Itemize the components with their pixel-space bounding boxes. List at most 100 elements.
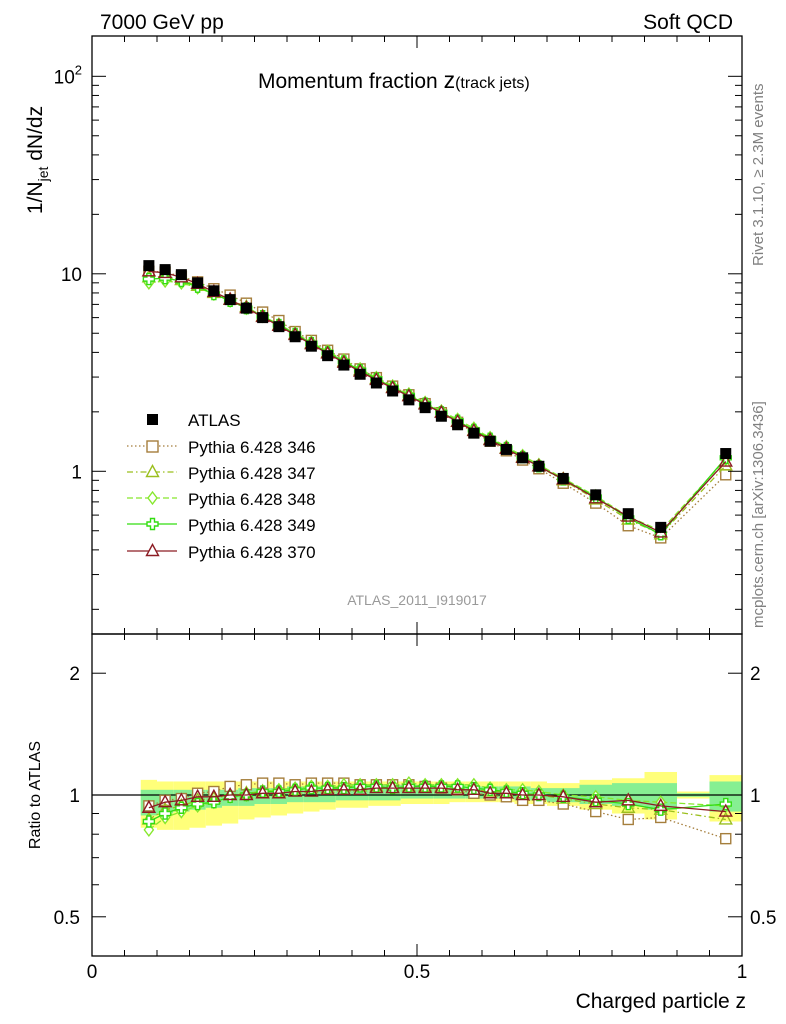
ratio-point-s370 <box>556 788 571 802</box>
ratio-point-s370 <box>255 785 270 799</box>
analysis-label: ATLAS_2011_I919017 <box>347 592 487 608</box>
legend-label-370: Pythia 6.428 370 <box>188 543 316 562</box>
legend-label-atlas: ATLAS <box>188 411 241 430</box>
ratio-point-s349 <box>622 797 635 811</box>
main-point-atlas <box>338 359 350 371</box>
ratio-point-s370 <box>352 781 368 796</box>
ratio-point-s370 <box>515 787 530 801</box>
ratio-point-s370 <box>157 794 173 808</box>
ratio-point-s370 <box>385 780 400 794</box>
ratio-point-s347 <box>718 811 733 825</box>
y-tick-label: 10 <box>61 265 82 286</box>
ratio-y-axis-label: Ratio to ATLAS <box>27 741 44 849</box>
ratio-point-s346 <box>720 832 732 845</box>
main-plot-area <box>141 260 733 544</box>
x-tick-label: 0.5 <box>404 962 430 983</box>
ratio-point-s370 <box>417 780 433 794</box>
legend-entry-370: Pythia 6.428 370 <box>127 543 316 562</box>
legend-marker-348 <box>147 490 158 506</box>
main-panel: 1 10 102 Momentum fraction z(track jets) 1… <box>24 35 743 635</box>
legend-marker-347 <box>145 464 160 478</box>
main-point-s349 <box>142 272 156 286</box>
ratio-point-s370 <box>190 788 205 802</box>
main-point-atlas <box>468 427 480 439</box>
ratio-point-s349 <box>175 801 188 814</box>
x-tick-labels: 0 0.5 1 <box>87 962 748 983</box>
main-point-atlas <box>557 472 569 484</box>
ratio-point-s370 <box>466 781 482 796</box>
ratio-point-s370 <box>271 785 287 799</box>
main-point-atlas <box>289 331 301 343</box>
main-point-atlas <box>500 443 512 455</box>
main-point-atlas <box>484 435 496 447</box>
ratio-point-s347 <box>621 799 636 813</box>
legend-label-348: Pythia 6.428 348 <box>188 490 316 509</box>
main-point-atlas <box>517 452 529 464</box>
main-point-atlas <box>143 260 155 272</box>
main-point-atlas <box>533 460 545 472</box>
ratio-point-s370 <box>369 780 384 794</box>
legend-marker-346 <box>146 440 159 453</box>
x-tick-label: 0 <box>87 962 98 983</box>
legend-entry-347: Pythia 6.428 347 <box>127 464 316 483</box>
ratio-point-s349 <box>654 803 667 816</box>
ratio-point-s349 <box>483 783 497 797</box>
legend-entry-349: Pythia 6.428 349 <box>127 516 316 535</box>
ratio-point-s370 <box>718 803 733 817</box>
main-point-atlas <box>322 350 334 362</box>
main-axis-ticks <box>91 36 743 634</box>
ratio-point-s349 <box>305 781 318 795</box>
legend-marker-349 <box>146 517 159 531</box>
main-point-atlas <box>655 521 667 533</box>
ratio-point-s370 <box>653 797 668 812</box>
ratio-plot-area <box>92 771 742 845</box>
category-label: Soft QCD <box>643 11 733 34</box>
legend-label-347: Pythia 6.428 347 <box>188 464 316 483</box>
ratio-y-tick-label-left: 0.5 <box>54 908 80 929</box>
ratio-point-s370 <box>588 794 603 808</box>
main-point-atlas <box>354 368 366 380</box>
ratio-point-s370 <box>450 781 465 796</box>
ratio-point-s370 <box>320 781 335 796</box>
main-y-tick-labels: 1 10 102 <box>54 62 82 483</box>
legend-label-349: Pythia 6.428 349 <box>188 516 316 535</box>
main-series-atlas <box>143 260 732 533</box>
main-point-atlas <box>435 410 447 422</box>
x-axis-label: Charged particle z <box>576 990 746 1013</box>
main-point-atlas <box>305 340 317 352</box>
main-point-atlas <box>419 402 431 414</box>
ratio-point-s370 <box>206 788 222 802</box>
ratio-y-tick-label-left: 2 <box>69 664 80 685</box>
main-point-atlas <box>240 302 252 314</box>
main-point-atlas <box>208 285 220 297</box>
legend-marker-370 <box>145 543 160 557</box>
ratio-point-s349 <box>191 797 204 811</box>
legend-entry-348: Pythia 6.428 348 <box>127 490 316 509</box>
main-point-atlas <box>452 419 464 431</box>
ratio-point-s370 <box>222 787 238 801</box>
y-tick-label: 1 <box>71 462 82 483</box>
ratio-point-s349 <box>142 815 156 828</box>
mcplots-label: mcplots.cern.ch [arXiv:1306.3436] <box>750 401 767 628</box>
ratio-point-s370 <box>434 780 449 794</box>
ratio-point-s370 <box>304 783 319 797</box>
main-y-axis-label: 1/Njet dN/dz <box>24 106 51 214</box>
legend-entry-atlas: ATLAS <box>147 411 241 430</box>
main-point-atlas <box>370 377 382 389</box>
ratio-panel: 0.5 0.51 12 2 0 0.5 1 Ratio to ATLAS Charged … <box>27 633 777 1013</box>
ratio-y-tick-labels: 0.5 0.5 1 1 2 2 <box>54 664 777 929</box>
ratio-y-tick-label-right: 0.5 <box>750 908 776 929</box>
ratio-point-s370 <box>141 799 157 813</box>
main-point-s370 <box>718 453 733 467</box>
chart-title: Momentum fraction z(track jets) <box>258 67 530 93</box>
ratio-point-s370 <box>174 792 189 806</box>
ratio-point-s370 <box>531 787 547 801</box>
main-point-atlas <box>403 394 415 406</box>
ratio-point-s349 <box>353 780 367 793</box>
y-tick-label: 102 <box>54 62 82 88</box>
ratio-point-s370 <box>499 785 514 799</box>
ratio-point-s370 <box>621 792 636 806</box>
main-point-atlas <box>273 321 285 333</box>
ratio-series-s370 <box>141 780 733 817</box>
x-tick-label: 1 <box>737 962 748 983</box>
